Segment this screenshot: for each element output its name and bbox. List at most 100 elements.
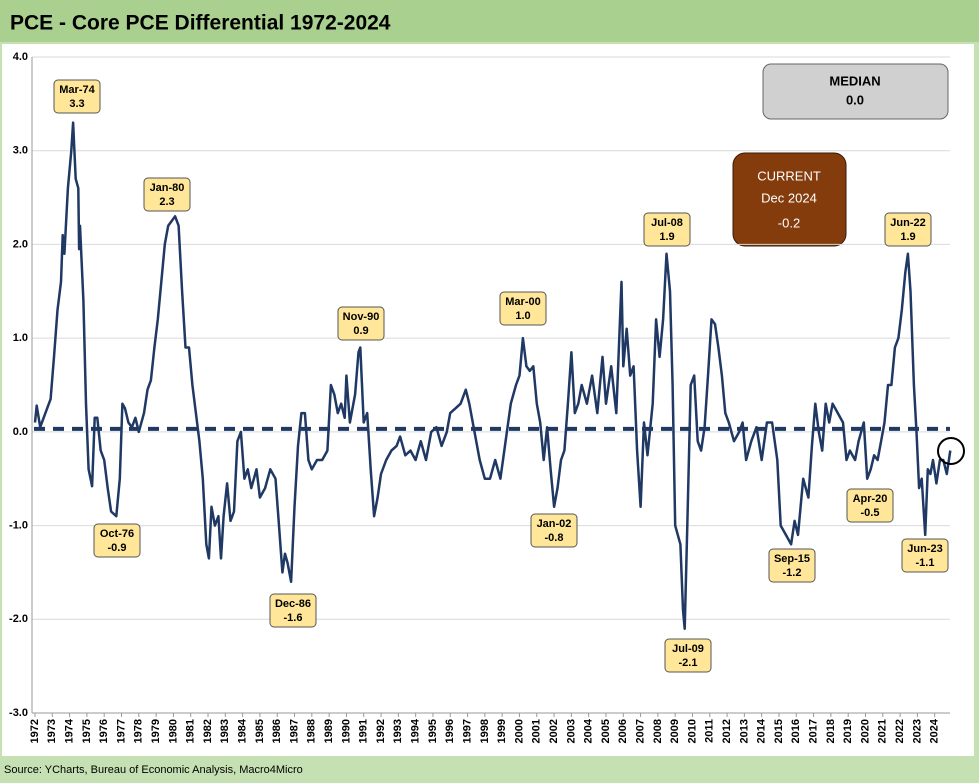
y-tick-label: -2.0 — [9, 613, 28, 625]
x-tick-label: 1995 — [427, 719, 439, 743]
callout-date: Jul-08 — [651, 217, 683, 229]
callout-box — [530, 513, 578, 548]
y-tick-label: 4.0 — [13, 51, 28, 63]
callout-value: 0.9 — [353, 325, 368, 337]
x-tick-label: 1990 — [340, 719, 352, 743]
callout-value: -1.6 — [284, 612, 303, 624]
callout-date: Jul-09 — [672, 643, 704, 655]
callout-date: Dec-86 — [275, 598, 311, 610]
x-tick-label: 1974 — [64, 718, 76, 743]
callout-date: Jun-22 — [890, 217, 925, 229]
x-tick-label: 2002 — [548, 719, 560, 743]
y-tick-label: -3.0 — [9, 707, 28, 719]
callout-date: Mar-00 — [505, 296, 540, 308]
x-tick-label: 2012 — [721, 719, 733, 743]
x-tick-label: 2018 — [825, 719, 837, 743]
x-tick-label: 1983 — [219, 719, 231, 743]
callout-box — [269, 593, 317, 628]
callout-value: 1.0 — [515, 310, 530, 322]
x-tick-label: 2015 — [773, 719, 785, 743]
x-tick-label: 2008 — [652, 719, 664, 743]
callout-date: Jun-23 — [907, 543, 942, 555]
x-tick-label: 1985 — [254, 719, 266, 743]
callout-value: -1.2 — [783, 567, 802, 579]
x-tick-label: 1982 — [202, 719, 214, 743]
callout-box — [499, 291, 547, 326]
callout-box — [53, 79, 101, 114]
source: Source: YCharts, Bureau of Economic Anal… — [4, 764, 303, 776]
x-tick-label: 1992 — [375, 719, 387, 743]
x-tick-label: 1981 — [185, 719, 197, 743]
x-tick-label: 1988 — [306, 719, 318, 743]
x-tick-label: 2006 — [617, 719, 629, 743]
plot: -3.0 -2.0 -1.0 0.0 1.0 2.0 3.0 4.0 1972 1973 1974 1… — [9, 51, 965, 743]
callout-date: Jan-02 — [537, 518, 572, 530]
x-tick-label: 1991 — [358, 719, 370, 743]
x-tick-label: 1977 — [115, 719, 127, 743]
x-tick-label: 1978 — [133, 719, 145, 743]
x-tick-label: 2021 — [877, 719, 889, 743]
callout-date: Apr-20 — [853, 493, 888, 505]
series-line — [33, 121, 952, 630]
y-tick-label: 0.0 — [13, 426, 28, 438]
x-tick-label: 1987 — [288, 719, 300, 743]
callout-box — [884, 212, 932, 247]
x-tick-label: 1972 — [29, 719, 41, 743]
x-tick-label: 1989 — [323, 719, 335, 743]
chart-title: PCE - Core PCE Differential 1972-2024 — [10, 12, 391, 35]
callout-value: 3.3 — [69, 98, 84, 110]
x-tick-label: 1976 — [98, 719, 110, 743]
x-tick-label: 2001 — [531, 719, 543, 743]
x-tick-label: 2023 — [911, 719, 923, 743]
x-tick-label: 2019 — [842, 719, 854, 743]
x-tick-label: 1993 — [392, 719, 404, 743]
x-tick-label: 2004 — [583, 718, 595, 743]
x-tick-label: 1986 — [271, 719, 283, 743]
x-tick-label: 2003 — [565, 719, 577, 743]
callout-date: Mar-74 — [59, 84, 95, 96]
median-label: MEDIAN — [829, 73, 880, 88]
y-tick-label: 2.0 — [13, 238, 28, 250]
y-tick-label: 1.0 — [13, 332, 28, 344]
callout-value: -1.1 — [916, 557, 935, 569]
callout-box — [93, 523, 141, 558]
title-bar — [0, 0, 979, 42]
callout-date: Jan-80 — [150, 182, 185, 194]
callout-box — [143, 177, 191, 212]
current-label: CURRENT — [757, 168, 821, 183]
callout-box — [846, 488, 894, 523]
x-tick-label: 2009 — [669, 719, 681, 743]
x-tick-label: 1984 — [237, 718, 249, 743]
x-tick-label: 2017 — [807, 719, 819, 743]
x-tick-label: 1979 — [150, 719, 162, 743]
x-tick-label: 2007 — [634, 719, 646, 743]
x-tick-label: 1997 — [461, 719, 473, 743]
current-value: -0.2 — [778, 215, 800, 230]
x-tick-label: 2024 — [929, 718, 941, 743]
callout-date: Sep-15 — [774, 553, 810, 565]
x-tick-label: 1980 — [167, 719, 179, 743]
x-tick-label: 2005 — [600, 719, 612, 743]
callout-box — [643, 212, 691, 247]
callout-value: -2.1 — [679, 657, 698, 669]
x-tick-label: 2020 — [859, 719, 871, 743]
median-box — [762, 63, 949, 120]
callout-value: -0.8 — [545, 532, 564, 544]
x-tick-label: 2013 — [738, 719, 750, 743]
callout-date: Oct-76 — [100, 528, 134, 540]
callout-box — [337, 306, 385, 341]
callout-box — [664, 638, 712, 673]
x-tick-label: 2000 — [513, 719, 525, 743]
x-tick-label: 2022 — [894, 719, 906, 743]
callout-date: Nov-90 — [343, 311, 380, 323]
callout-value: 2.3 — [159, 196, 174, 208]
callout-box — [901, 538, 949, 573]
x-tick-label: 2016 — [790, 719, 802, 743]
x-tick-label: 2010 — [686, 719, 698, 743]
callout-value: -0.5 — [861, 507, 880, 519]
x-tick-label: 1999 — [496, 719, 508, 743]
highlight-circle — [937, 437, 965, 465]
callout-value: 1.9 — [900, 231, 915, 243]
